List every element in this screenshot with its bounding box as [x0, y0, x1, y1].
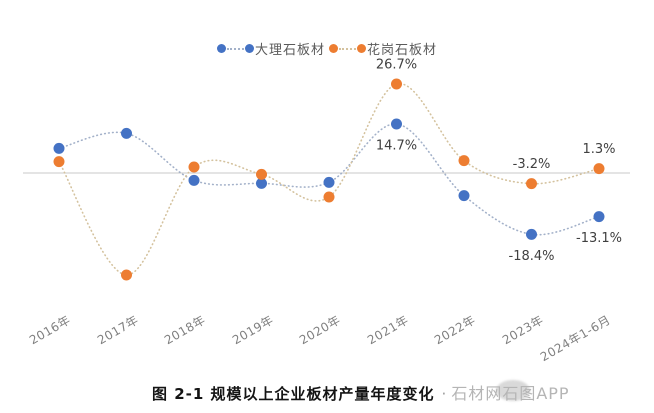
data-label: -13.1%	[576, 231, 622, 246]
legend-label-marble: 大理石板材	[254, 43, 325, 58]
legend-line-icon	[339, 47, 356, 50]
data-point	[188, 161, 200, 173]
data-label: 26.7%	[376, 58, 417, 73]
data-label: 1.3%	[582, 142, 615, 157]
data-label: -18.4%	[509, 249, 555, 264]
legend-line-icon	[226, 47, 244, 50]
data-point	[526, 228, 537, 240]
series-line-1	[58, 83, 600, 276]
data-point	[53, 156, 65, 168]
legend-marker-icon	[357, 44, 366, 53]
data-label: -3.2%	[513, 157, 551, 172]
data-point	[256, 168, 267, 180]
data-point	[593, 163, 605, 175]
data-point	[53, 142, 65, 154]
data-point	[458, 155, 470, 167]
data-point	[256, 177, 267, 189]
chart-title: 图 2-1 规模以上企业板材产量年度变化	[152, 385, 435, 403]
data-label: 14.7%	[376, 139, 417, 154]
legend-marker-icon	[329, 44, 338, 53]
watermark-text: 石材网石图APP	[451, 384, 570, 403]
data-point	[121, 127, 132, 139]
data-point	[323, 176, 335, 188]
chart-legend: 大理石板材 花岗石板材	[0, 39, 654, 58]
data-point	[458, 190, 470, 202]
data-point	[391, 78, 402, 90]
title-separator: ·	[441, 385, 447, 403]
legend-item-granite: 花岗石板材	[329, 39, 437, 58]
data-point	[593, 211, 605, 223]
legend-marker-icon	[216, 44, 226, 53]
data-point	[121, 269, 132, 281]
legend-item-marble: 大理石板材	[216, 39, 325, 58]
data-point	[391, 118, 402, 130]
x-axis-label: 2016年	[26, 312, 73, 348]
chart-title-row: 图 2-1 规模以上企业板材产量年度变化 · 石材网石图APP	[152, 380, 570, 404]
data-point	[526, 178, 537, 190]
data-point	[188, 174, 200, 186]
legend-marker-icon	[244, 44, 254, 53]
x-axis-label: 2017年	[94, 312, 141, 348]
legend-label-granite: 花岗石板材	[367, 43, 438, 58]
data-point	[323, 191, 335, 203]
watermark-smudge	[496, 380, 530, 401]
chart-canvas: 14.7% -18.4% -13.1% 26.7% -3.2% 1.3%	[23, 58, 630, 281]
